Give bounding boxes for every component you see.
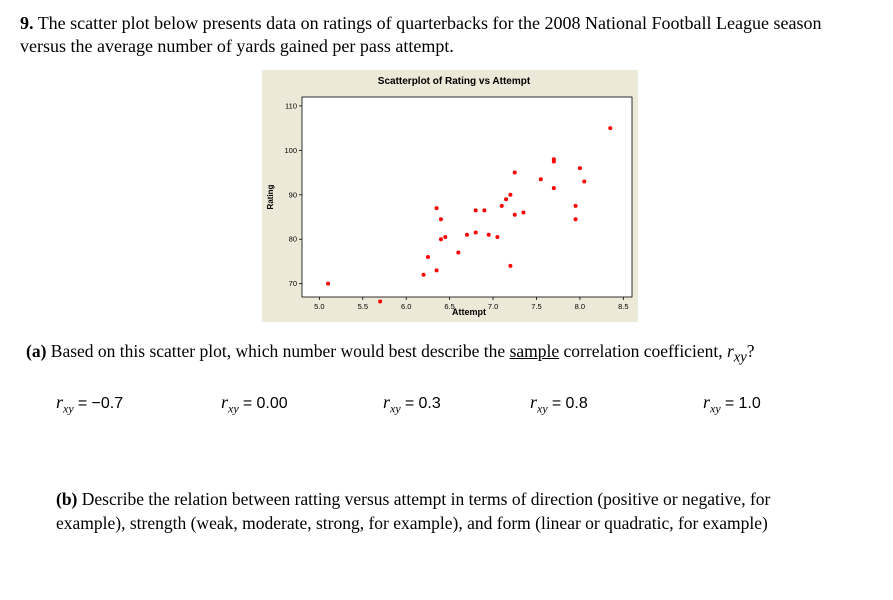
option-equals: =	[77, 395, 88, 412]
data-point	[421, 272, 426, 277]
part-a-label: (a)	[26, 341, 47, 361]
option-subscript: xy	[63, 401, 74, 416]
part-a-qmark: ?	[746, 341, 755, 361]
data-point	[443, 235, 448, 239]
data-points	[326, 126, 613, 304]
option-value: 0.8	[565, 395, 588, 412]
data-point	[521, 210, 526, 215]
data-point	[538, 177, 543, 182]
option-equals: =	[724, 395, 735, 412]
option-3: rxy = 0.3	[383, 392, 441, 416]
part-a-text-before: Based on this scatter plot, which number…	[50, 341, 506, 361]
data-point	[486, 232, 491, 237]
option-subscript: xy	[710, 401, 721, 416]
data-point	[551, 186, 556, 191]
part-a-text-after: correlation coefficient,	[563, 341, 723, 361]
part-b-line-1: (b) Describe the relation between rattin…	[56, 488, 770, 510]
data-point	[577, 166, 582, 171]
data-point	[473, 208, 478, 213]
option-symbol: r	[530, 392, 538, 412]
y-tick-label: 100	[284, 146, 297, 155]
data-point	[434, 268, 439, 273]
x-tick-label: 7.5	[531, 302, 541, 311]
part-a-question: (a) Based on this scatter plot, which nu…	[26, 340, 755, 369]
x-tick-label: 6.5	[444, 302, 454, 311]
data-point	[378, 299, 383, 304]
data-point	[499, 203, 504, 208]
data-point	[473, 230, 478, 235]
option-value: 0.3	[418, 395, 441, 412]
axis-ticks: 5.0 5.5 6.0 6.5 7.0 7.5 8.0 8.5 70 80 90 100 110	[284, 101, 628, 311]
option-equals: =	[404, 395, 415, 412]
option-equals: =	[551, 395, 562, 412]
y-tick-label: 80	[289, 235, 297, 244]
y-tick-label: 70	[289, 279, 297, 288]
part-a-subscript: xy	[733, 349, 747, 366]
data-point	[456, 250, 461, 255]
data-point	[434, 206, 439, 211]
x-tick-label: 7.0	[488, 302, 498, 311]
part-b-label: (b)	[56, 489, 78, 509]
scatter-chart: Scatterplot of Rating vs Attempt 5.0 5.5 6…	[262, 70, 638, 322]
option-value: 1.0	[738, 395, 761, 412]
option-symbol: r	[221, 392, 229, 412]
x-tick-label: 8.5	[618, 302, 628, 311]
part-b-line-2: example), strength (weak, moderate, stro…	[56, 513, 768, 533]
data-point	[551, 157, 556, 162]
option-value: 0.00	[256, 395, 288, 412]
data-point	[508, 263, 513, 268]
question-number: 9.	[20, 13, 34, 33]
option-subscript: xy	[228, 401, 239, 416]
data-point	[482, 208, 487, 213]
data-point	[512, 170, 517, 175]
option-subscript: xy	[537, 401, 548, 416]
x-axis-label: Attempt	[452, 307, 486, 317]
option-equals: =	[242, 395, 253, 412]
plot-area	[301, 96, 633, 298]
option-symbol: r	[703, 392, 711, 412]
option-value: −0.7	[91, 395, 124, 412]
option-1: rxy = −0.7	[56, 392, 123, 416]
data-point	[495, 235, 500, 239]
option-subscript: xy	[390, 401, 401, 416]
option-symbol: r	[56, 392, 64, 412]
data-point	[438, 237, 443, 242]
scatter-chart-svg: Scatterplot of Rating vs Attempt 5.0 5.5 6…	[266, 76, 633, 317]
option-5: rxy = 1.0	[703, 392, 761, 416]
x-tick-label: 8.0	[575, 302, 585, 311]
x-tick-label: 5.0	[314, 302, 324, 311]
option-2: rxy = 0.00	[221, 392, 288, 416]
data-point	[608, 126, 613, 131]
data-point	[465, 232, 469, 237]
data-point	[438, 217, 443, 222]
question-line-2: versus the average number of yards gaine…	[20, 36, 454, 56]
option-symbol: r	[383, 392, 391, 412]
option-4: rxy = 0.8	[530, 392, 588, 416]
data-point	[508, 192, 513, 197]
x-tick-label: 6.0	[401, 302, 411, 311]
data-point	[582, 179, 587, 184]
part-b-text-1: Describe the relation between ratting ve…	[81, 489, 771, 509]
data-point	[504, 197, 509, 202]
data-point	[512, 212, 517, 217]
part-a-symbol: r	[726, 341, 734, 361]
data-point	[573, 217, 578, 222]
x-tick-label: 5.5	[358, 302, 368, 311]
data-point	[573, 203, 578, 208]
y-tick-label: 110	[285, 101, 297, 110]
question-text-1: The scatter plot below presents data on …	[37, 13, 822, 33]
y-tick-label: 90	[289, 190, 297, 199]
data-point	[425, 255, 430, 259]
question-line-1: 9. The scatter plot below presents data …	[20, 12, 821, 34]
data-point	[326, 281, 331, 286]
part-a-underlined: sample	[509, 341, 560, 361]
y-axis-label: Rating	[266, 184, 275, 209]
chart-title: Scatterplot of Rating vs Attempt	[378, 76, 531, 87]
